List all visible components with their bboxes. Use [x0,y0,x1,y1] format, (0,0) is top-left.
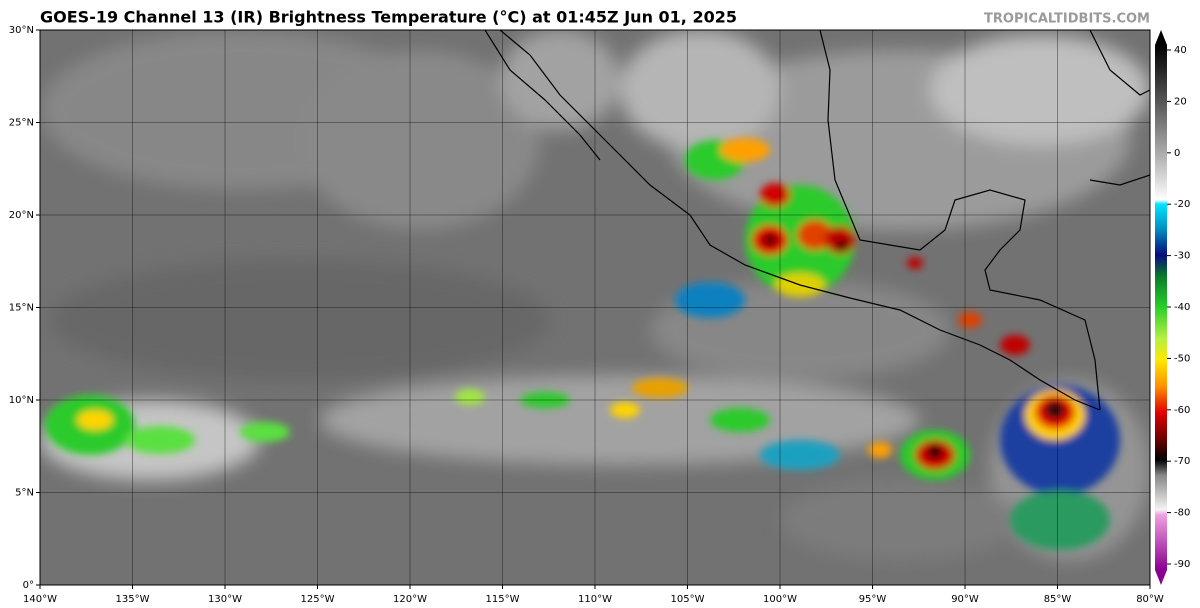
colorbar-label: -60 [1174,405,1190,416]
lat-label: 0° [23,580,34,591]
lon-label: 85°W [1044,594,1072,605]
lat-label: 5°N [15,488,34,499]
lon-label: 100°W [763,594,797,605]
lon-label: 130°W [208,594,242,605]
credit: TROPICALTIDBITS.COM [984,12,1150,27]
colorbar-label: -50 [1174,353,1190,364]
colorbar-top [1155,30,1167,45]
lat-label: 20°N [9,210,34,221]
lat-label: 25°N [9,118,34,129]
lon-label: 115°W [486,594,520,605]
lon-label: 110°W [578,594,612,605]
colorbar-label: -30 [1174,251,1190,262]
lat-label: 10°N [9,395,34,406]
lat-label: 30°N [9,25,34,36]
lon-label: 105°W [671,594,705,605]
coastlines [484,30,1150,411]
colorbar [1155,45,1167,570]
lat-label: 15°N [9,303,34,314]
title: GOES-19 Channel 13 (IR) Brightness Tempe… [40,8,737,27]
colorbar-bottom [1155,570,1167,585]
colorbar-label: -90 [1174,559,1190,570]
lon-label: 90°W [951,594,979,605]
colorbar-label: -80 [1174,508,1190,519]
colorbar-label: 0 [1174,148,1180,159]
satellite-image [40,30,1150,585]
colorbar-label: -40 [1174,302,1190,313]
colorbar-label: 40 [1174,45,1187,56]
lon-label: 125°W [301,594,335,605]
colorbar-label: -70 [1174,456,1190,467]
lon-label: 120°W [393,594,427,605]
lon-label: 140°W [23,594,57,605]
lon-label: 135°W [116,594,150,605]
colorbar-label: -20 [1174,199,1190,210]
lon-label: 95°W [859,594,887,605]
lon-label: 80°W [1136,594,1164,605]
colorbar-label: 20 [1174,96,1187,107]
